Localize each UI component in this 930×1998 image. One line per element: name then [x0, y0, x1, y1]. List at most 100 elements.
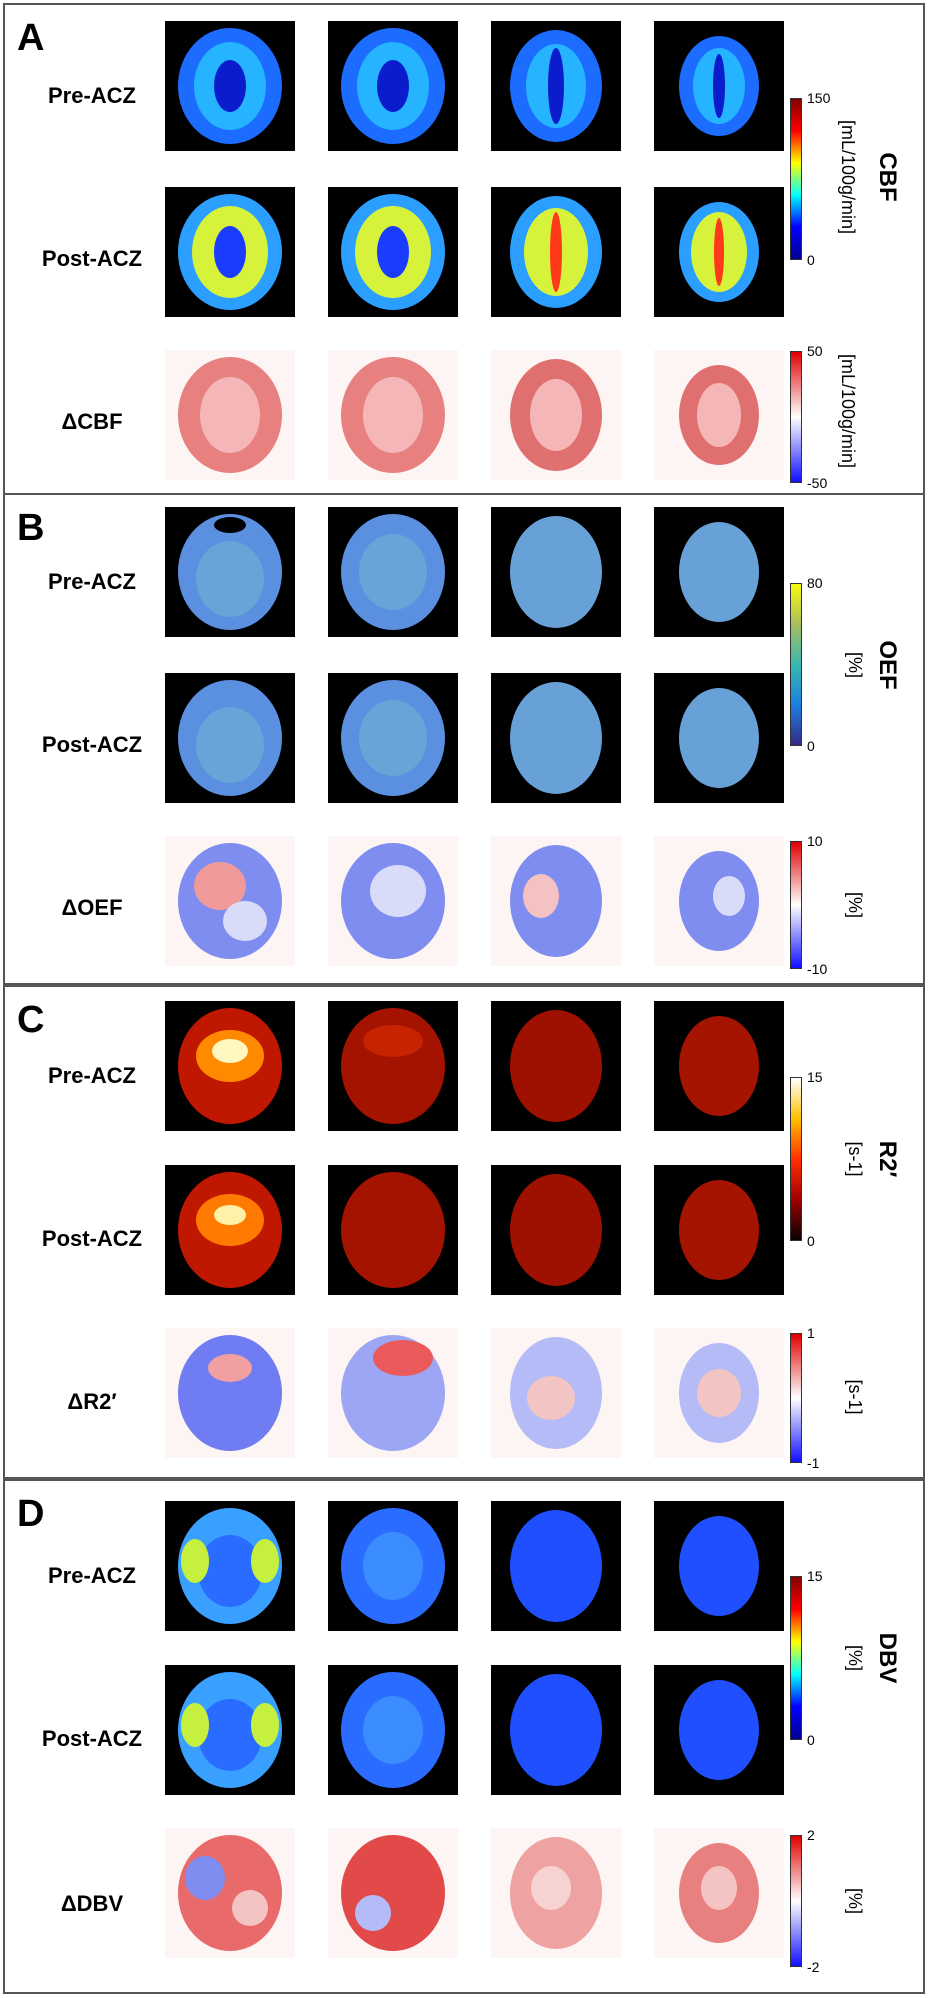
post-acz-map-slice-3	[491, 673, 621, 803]
measure-title: OEF	[874, 640, 901, 690]
delta-map-slice-3	[491, 350, 621, 480]
colorbar-main	[790, 583, 802, 746]
measure-title: CBF	[874, 152, 901, 202]
colorbar-main	[790, 1576, 802, 1740]
delta-map-slice-2	[328, 350, 458, 480]
colorbar-delta-min-label: -1	[807, 1455, 820, 1471]
pre-acz-map-slice-4	[654, 1501, 784, 1631]
colorbar-delta-min-label: -2	[807, 1959, 820, 1975]
delta-map-slice-4	[654, 836, 784, 966]
row-label-delta: ΔOEF	[61, 895, 123, 920]
delta-map-slice-1	[165, 836, 295, 966]
panel-letter: A	[17, 17, 45, 59]
pre-acz-map-slice-1	[165, 21, 295, 151]
post-acz-map-slice-4	[654, 1165, 784, 1295]
colorbar-delta	[790, 351, 802, 483]
pre-acz-map-slice-4	[654, 1001, 784, 1131]
row-label-pre: Pre-ACZ	[47, 1063, 136, 1088]
colorbar-delta	[790, 1835, 802, 1967]
row-label-delta: ΔCBF	[61, 409, 123, 434]
delta-map-slice-2	[328, 1828, 458, 1958]
post-acz-map-slice-4	[654, 1665, 784, 1795]
post-acz-map-slice-3	[491, 1165, 621, 1295]
post-acz-map-slice-3	[491, 187, 621, 317]
colorbar-delta	[790, 841, 802, 969]
colorbar-delta-min-label: -10	[807, 961, 828, 977]
delta-map-slice-3	[491, 836, 621, 966]
row-label-delta: ΔR2′	[17, 1391, 167, 1413]
post-acz-map-slice-1	[165, 1665, 295, 1795]
delta-map-slice-4	[654, 350, 784, 480]
pre-acz-map-slice-2	[328, 21, 458, 151]
pre-acz-map-slice-3	[491, 1001, 621, 1131]
unit-label-main: [mL/100g/min]	[838, 119, 858, 235]
pre-acz-map-slice-1	[165, 1001, 295, 1131]
pre-acz-map-slice-2	[328, 507, 458, 637]
pre-acz-map-slice-3	[491, 21, 621, 151]
colorbar-delta-min-label: -50	[807, 475, 828, 491]
colorbar-min-label: 0	[807, 252, 815, 268]
colorbar-delta	[790, 1333, 802, 1463]
delta-map-slice-3	[491, 1828, 621, 1958]
post-acz-map-slice-3	[491, 1665, 621, 1795]
unit-label-main: [%]	[845, 651, 865, 679]
post-acz-map-slice-1	[165, 673, 295, 803]
post-acz-map-slice-2	[328, 1165, 458, 1295]
row-label-post: Post-ACZ	[41, 1226, 143, 1251]
panel-c: C Pre-ACZ Post-ACZ ΔR2′ 15 0 [s-1] R2′ 1…	[3, 985, 925, 1479]
colorbar-min-label: 0	[807, 1233, 815, 1249]
post-acz-map-slice-4	[654, 187, 784, 317]
pre-acz-map-slice-3	[491, 507, 621, 637]
colorbar-min-label: 0	[807, 738, 815, 754]
post-acz-map-slice-1	[165, 1165, 295, 1295]
post-acz-map-slice-4	[654, 673, 784, 803]
colorbar-max-label: 15	[807, 1568, 823, 1584]
panel-d: D Pre-ACZ Post-ACZ ΔDBV 15 0 [%] DBV 2 -…	[3, 1479, 925, 1994]
colorbar-delta-max-label: 1	[807, 1325, 815, 1341]
unit-label-delta: [mL/100g/min]	[838, 353, 858, 469]
measure-title: DBV	[874, 1632, 901, 1684]
post-acz-map-slice-2	[328, 1665, 458, 1795]
row-label-pre: Pre-ACZ	[47, 569, 136, 594]
colorbar-min-label: 0	[807, 1732, 815, 1748]
pre-acz-map-slice-1	[165, 507, 295, 637]
post-acz-map-slice-2	[328, 673, 458, 803]
unit-label-main: [s-1]	[845, 1141, 865, 1177]
post-acz-map-slice-1	[165, 187, 295, 317]
delta-map-slice-2	[328, 836, 458, 966]
pre-acz-map-slice-4	[654, 507, 784, 637]
delta-map-slice-1	[165, 350, 295, 480]
unit-label-main: [%]	[845, 1644, 865, 1672]
colorbar-max-label: 15	[807, 1069, 823, 1085]
panel-b: B Pre-ACZ Post-ACZ ΔOEF 80 0 [%] OEF 10 …	[3, 493, 925, 985]
pre-acz-map-slice-2	[328, 1001, 458, 1131]
colorbar-delta-max-label: 2	[807, 1827, 815, 1843]
panel-letter: B	[17, 507, 45, 549]
row-label-delta: ΔDBV	[60, 1891, 124, 1916]
delta-map-slice-3	[491, 1328, 621, 1458]
row-label-pre: Pre-ACZ	[47, 83, 136, 108]
colorbar-main	[790, 98, 802, 260]
panel-letter: D	[17, 1493, 45, 1535]
row-label-post: Post-ACZ	[41, 246, 143, 271]
panel-letter: C	[17, 999, 45, 1041]
pre-acz-map-slice-4	[654, 21, 784, 151]
delta-map-slice-2	[328, 1328, 458, 1458]
panel-a: A Pre-ACZ Post-ACZ ΔCBF 150 0 [mL/100g/m…	[3, 3, 925, 497]
unit-label-delta: [s-1]	[845, 1379, 865, 1415]
colorbar-main	[790, 1077, 802, 1241]
colorbar-delta-max-label: 50	[807, 343, 823, 359]
unit-label-delta: [%]	[845, 1887, 865, 1915]
delta-map-slice-1	[165, 1328, 295, 1458]
colorbar-max-label: 80	[807, 575, 823, 591]
row-label-post: Post-ACZ	[41, 1726, 143, 1751]
delta-r2-label: ΔR2′	[67, 1389, 117, 1414]
delta-map-slice-4	[654, 1328, 784, 1458]
row-label-pre: Pre-ACZ	[47, 1563, 136, 1588]
colorbar-delta-max-label: 10	[807, 833, 823, 849]
pre-acz-map-slice-3	[491, 1501, 621, 1631]
delta-map-slice-1	[165, 1828, 295, 1958]
unit-label-delta: [%]	[845, 891, 865, 919]
pre-acz-map-slice-2	[328, 1501, 458, 1631]
measure-title: R2′	[874, 1140, 901, 1178]
